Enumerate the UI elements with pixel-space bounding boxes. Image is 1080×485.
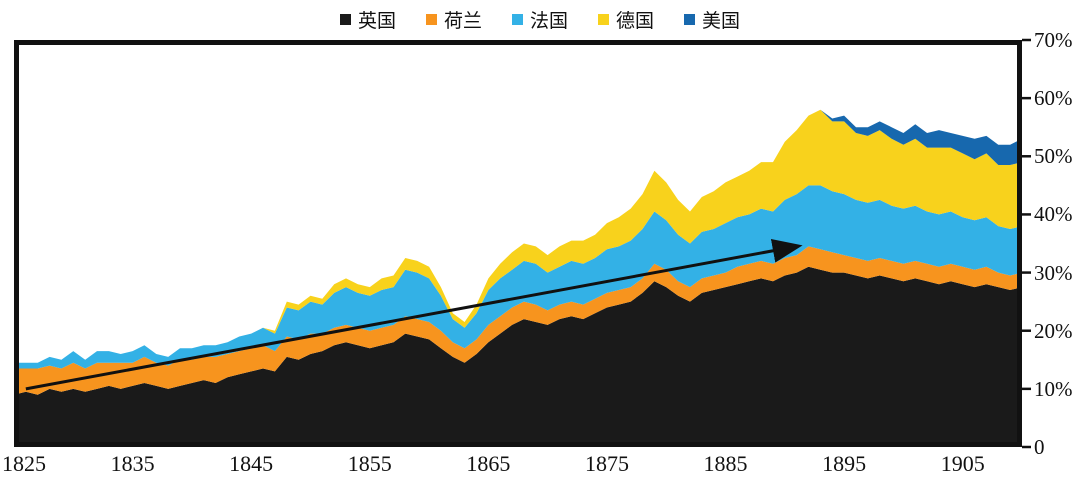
germany-swatch-icon (598, 14, 609, 25)
legend-item-netherlands: 荷兰 (425, 6, 482, 33)
legend-label-usa: 美国 (702, 11, 741, 32)
x-tick-label-1905: 1905 (940, 451, 985, 476)
stacked-area-plot (14, 38, 1031, 449)
trend-arrow (25, 238, 803, 391)
x-tick-label-1825: 1825 (2, 451, 46, 476)
x-tick-label-1885: 1885 (703, 451, 748, 476)
legend-item-usa: 美国 (684, 6, 740, 33)
chart-legend: 英国 荷兰 法国 德国 美国 (0, 6, 1080, 33)
legend-label-uk: 英国 (357, 11, 396, 32)
uk-swatch-icon (339, 14, 351, 25)
x-tick-label-1855: 1855 (347, 451, 392, 476)
area-band-1 (14, 246, 1022, 395)
plot-border (14, 40, 1022, 447)
x-tick-label-1865: 1865 (466, 451, 511, 476)
area-band-0 (14, 266, 1022, 447)
legend-item-france: 法国 (511, 6, 568, 33)
area-band-3 (14, 109, 1022, 363)
x-tick-label-1845: 1845 (229, 451, 274, 476)
y-tick-label-30: 30% (1034, 260, 1073, 285)
y-tick-label-20: 20% (1034, 318, 1073, 343)
legend-label-netherlands: 荷兰 (443, 11, 482, 32)
netherlands-swatch-icon (425, 14, 437, 25)
area-band-4 (14, 109, 1022, 363)
y-tick-label-0: 0 (1034, 435, 1045, 459)
y-tick-label-50: 50% (1034, 144, 1073, 169)
legend-label-france: 法国 (529, 11, 568, 32)
legend-item-uk: 英国 (339, 6, 396, 33)
area-band-2 (14, 185, 1022, 369)
y-tick-label-10: 10% (1034, 376, 1073, 401)
usa-swatch-icon (684, 14, 696, 25)
legend-label-germany: 德国 (616, 11, 655, 32)
x-tick-label-1895: 1895 (822, 451, 867, 476)
france-swatch-icon (511, 14, 523, 25)
legend-item-germany: 德国 (598, 6, 654, 33)
x-tick-label-1875: 1875 (584, 451, 629, 476)
x-tick-label-1835: 1835 (110, 451, 155, 476)
y-tick-label-40: 40% (1034, 202, 1073, 227)
y-tick-label-70: 70% (1034, 28, 1073, 52)
y-tick-label-60: 60% (1034, 86, 1073, 111)
